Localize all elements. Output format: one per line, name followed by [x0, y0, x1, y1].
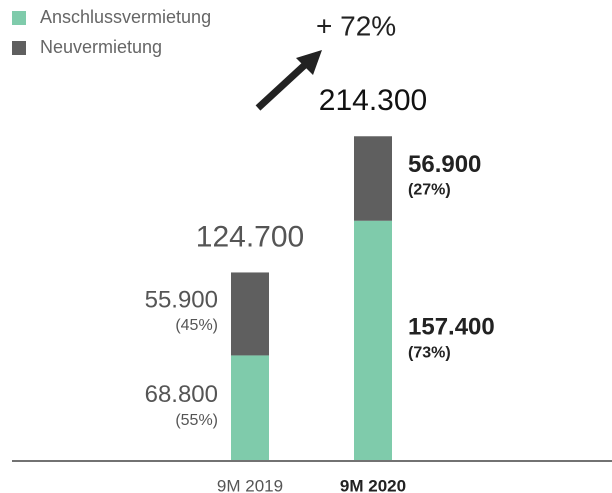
value-label: 68.800 — [145, 381, 218, 408]
legend-label: Neuvermietung — [40, 37, 162, 57]
x-tick-label: 9M 2020 — [340, 476, 406, 493]
total-label: 214.300 — [319, 84, 427, 117]
value-label: 55.900 — [145, 286, 218, 313]
share-label: (45%) — [175, 317, 218, 334]
bar-segment — [231, 272, 269, 356]
bar-segment — [354, 136, 392, 221]
legend-swatch — [12, 11, 26, 25]
share-label: (55%) — [175, 412, 218, 429]
bar-segment — [354, 220, 392, 460]
legend-label: Anschlussvermietung — [40, 7, 211, 27]
annotation: + 72% — [316, 10, 396, 41]
total-label: 124.700 — [196, 220, 304, 253]
bar-segment — [231, 355, 269, 460]
share-label: (27%) — [408, 182, 451, 199]
value-label: 56.900 — [408, 151, 481, 178]
arrow — [255, 50, 322, 111]
x-tick-label: 9M 2019 — [217, 476, 283, 493]
share-label: (73%) — [408, 345, 451, 362]
value-label: 157.400 — [408, 314, 495, 341]
legend-swatch — [12, 41, 26, 55]
